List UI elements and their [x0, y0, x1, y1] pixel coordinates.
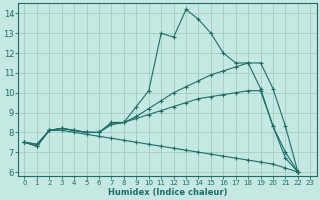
X-axis label: Humidex (Indice chaleur): Humidex (Indice chaleur) — [108, 188, 227, 197]
